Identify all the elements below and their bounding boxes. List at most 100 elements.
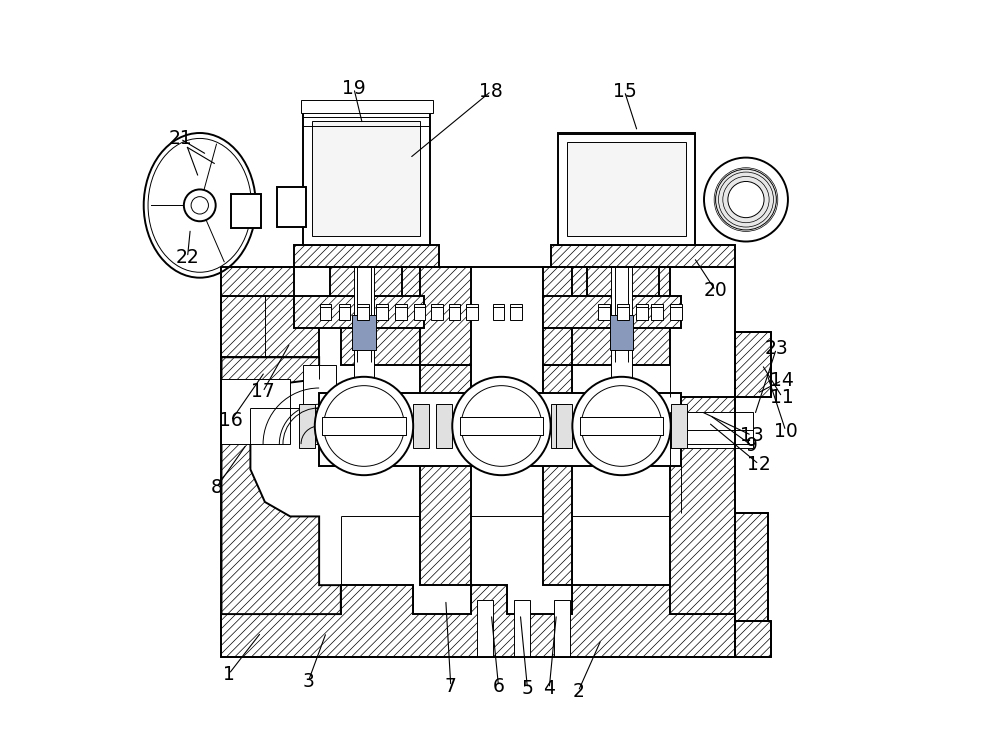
Polygon shape bbox=[543, 296, 681, 328]
Circle shape bbox=[716, 169, 776, 230]
Text: 12: 12 bbox=[747, 455, 771, 474]
Bar bbox=[221, 379, 290, 444]
Circle shape bbox=[704, 157, 788, 241]
Circle shape bbox=[581, 386, 662, 467]
Polygon shape bbox=[330, 267, 402, 296]
Polygon shape bbox=[735, 332, 771, 397]
Text: 22: 22 bbox=[176, 248, 199, 267]
Bar bbox=[277, 187, 306, 227]
Polygon shape bbox=[221, 267, 294, 296]
Bar bbox=[413, 404, 429, 448]
Bar bbox=[551, 404, 567, 448]
Text: 11: 11 bbox=[770, 388, 794, 407]
Bar bbox=[671, 404, 687, 448]
Polygon shape bbox=[294, 245, 439, 267]
Polygon shape bbox=[221, 357, 341, 614]
Polygon shape bbox=[543, 267, 572, 364]
Circle shape bbox=[452, 377, 551, 475]
Bar bbox=[431, 305, 443, 320]
Text: 21: 21 bbox=[168, 129, 192, 148]
Text: 10: 10 bbox=[774, 421, 798, 440]
Bar bbox=[354, 267, 374, 377]
Bar bbox=[598, 305, 610, 320]
Polygon shape bbox=[735, 621, 771, 658]
Polygon shape bbox=[670, 397, 735, 614]
Polygon shape bbox=[221, 585, 735, 658]
Bar bbox=[567, 141, 686, 235]
Text: 18: 18 bbox=[479, 82, 503, 101]
Text: 17: 17 bbox=[251, 383, 275, 402]
Polygon shape bbox=[341, 267, 420, 317]
Bar bbox=[352, 316, 376, 350]
Ellipse shape bbox=[148, 139, 251, 272]
Bar bbox=[670, 412, 753, 448]
Bar bbox=[376, 305, 388, 320]
Text: 1: 1 bbox=[223, 665, 235, 684]
Text: 14: 14 bbox=[770, 371, 794, 390]
Bar bbox=[556, 404, 572, 448]
Circle shape bbox=[191, 197, 208, 214]
Text: 16: 16 bbox=[219, 411, 243, 430]
Bar bbox=[477, 600, 493, 658]
Polygon shape bbox=[587, 267, 659, 296]
Bar bbox=[303, 112, 430, 245]
Polygon shape bbox=[294, 296, 424, 328]
Bar bbox=[395, 305, 407, 320]
Text: 7: 7 bbox=[445, 677, 457, 696]
Bar bbox=[303, 364, 336, 444]
Bar bbox=[320, 305, 331, 320]
Polygon shape bbox=[420, 267, 471, 364]
Text: 9: 9 bbox=[746, 436, 758, 455]
Circle shape bbox=[461, 386, 542, 467]
Circle shape bbox=[315, 377, 413, 475]
Bar bbox=[636, 305, 648, 320]
Text: 19: 19 bbox=[342, 79, 366, 98]
Polygon shape bbox=[735, 512, 768, 621]
Text: 20: 20 bbox=[704, 281, 727, 300]
Circle shape bbox=[572, 377, 671, 475]
Text: 8: 8 bbox=[210, 478, 222, 497]
Ellipse shape bbox=[144, 133, 256, 278]
Bar bbox=[554, 600, 570, 658]
Bar bbox=[651, 305, 663, 320]
Bar bbox=[558, 133, 695, 245]
Bar bbox=[466, 305, 478, 320]
Polygon shape bbox=[572, 317, 670, 364]
Text: 3: 3 bbox=[302, 672, 314, 691]
Bar bbox=[460, 417, 543, 435]
Bar bbox=[231, 194, 261, 228]
Bar bbox=[436, 404, 452, 448]
Polygon shape bbox=[543, 364, 572, 585]
Bar bbox=[610, 316, 633, 350]
Bar bbox=[301, 100, 433, 113]
Bar bbox=[611, 267, 632, 377]
Polygon shape bbox=[221, 296, 319, 357]
Bar bbox=[339, 305, 350, 320]
Bar bbox=[357, 305, 369, 320]
Text: 23: 23 bbox=[764, 339, 788, 358]
Bar bbox=[299, 404, 315, 448]
Bar bbox=[449, 305, 460, 320]
Circle shape bbox=[728, 182, 764, 218]
Bar bbox=[414, 305, 425, 320]
Bar bbox=[580, 417, 663, 435]
Bar bbox=[514, 600, 530, 658]
Bar bbox=[617, 305, 629, 320]
Bar bbox=[510, 305, 522, 320]
Text: 6: 6 bbox=[493, 677, 504, 696]
Bar bbox=[670, 305, 682, 320]
Polygon shape bbox=[341, 317, 420, 364]
Text: 5: 5 bbox=[522, 679, 533, 698]
Polygon shape bbox=[551, 245, 735, 267]
Bar bbox=[322, 417, 406, 435]
Text: 4: 4 bbox=[543, 679, 555, 698]
Circle shape bbox=[324, 386, 404, 467]
Bar bbox=[493, 305, 504, 320]
Circle shape bbox=[184, 190, 216, 222]
Polygon shape bbox=[572, 267, 670, 317]
Bar bbox=[312, 122, 420, 235]
Polygon shape bbox=[420, 364, 471, 585]
Text: 13: 13 bbox=[740, 426, 764, 445]
Text: 15: 15 bbox=[613, 82, 636, 101]
Text: 2: 2 bbox=[572, 682, 584, 701]
